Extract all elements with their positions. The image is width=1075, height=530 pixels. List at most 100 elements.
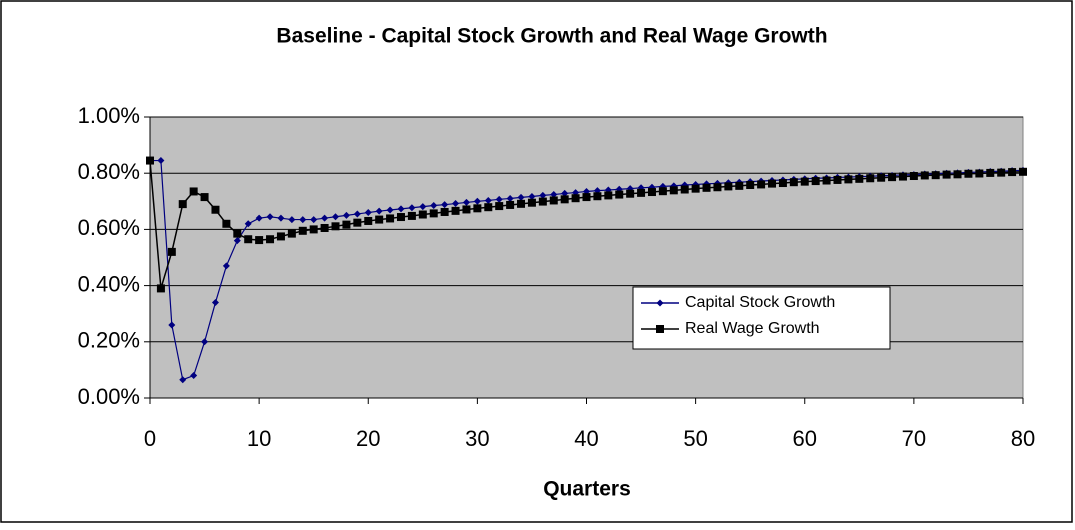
data-point [386, 206, 394, 214]
data-point [484, 196, 492, 204]
data-point [506, 194, 514, 202]
data-point [811, 177, 820, 186]
data-point [353, 210, 361, 218]
data-point [189, 187, 198, 196]
data-point [287, 229, 296, 238]
data-point [353, 218, 362, 227]
data-point [244, 220, 252, 228]
data-point [407, 211, 416, 220]
x-tick-label: 70 [902, 426, 926, 451]
data-point [713, 183, 722, 192]
data-point [898, 172, 907, 181]
data-point [222, 219, 231, 228]
data-point [626, 189, 635, 198]
legend-label: Capital Stock Growth [685, 294, 835, 311]
data-point [582, 193, 591, 202]
data-point [484, 203, 493, 212]
data-point [495, 195, 503, 203]
data-point [331, 222, 340, 231]
data-point [375, 215, 384, 224]
data-point [201, 338, 209, 346]
data-point [288, 216, 296, 224]
data-point [342, 220, 351, 229]
data-point [495, 202, 504, 211]
data-point [680, 185, 689, 194]
x-tick-label: 20 [356, 426, 380, 451]
data-point [440, 207, 449, 216]
data-point [517, 193, 525, 201]
data-point [200, 193, 209, 202]
data-point [768, 179, 777, 188]
data-point [386, 214, 395, 223]
data-point [953, 170, 962, 179]
data-point [822, 176, 831, 185]
data-point [211, 298, 219, 306]
data-point [550, 191, 558, 199]
data-point [462, 205, 471, 214]
data-point [396, 213, 405, 222]
data-point [528, 193, 536, 201]
data-point [255, 236, 264, 245]
data-point [276, 232, 285, 241]
data-point [757, 180, 766, 189]
data-point [866, 174, 875, 183]
data-point [298, 226, 307, 235]
data-point [179, 376, 187, 384]
data-point [593, 192, 602, 201]
data-point [833, 175, 842, 184]
y-tick-label: 1.00% [78, 103, 140, 128]
x-tick-label: 80 [1011, 426, 1035, 451]
data-point [167, 247, 176, 256]
data-point [157, 157, 165, 165]
data-point [277, 214, 285, 222]
data-point [222, 262, 230, 270]
data-point [931, 171, 940, 180]
data-point [920, 171, 929, 180]
data-point [571, 194, 580, 203]
data-point [233, 229, 242, 238]
data-point [244, 235, 253, 244]
data-point [997, 168, 1006, 177]
data-point [702, 183, 711, 192]
data-point [778, 179, 787, 188]
data-point [506, 200, 515, 209]
data-point [549, 196, 558, 205]
data-point [364, 209, 372, 217]
data-point [430, 202, 438, 210]
y-tick-label: 0.40% [78, 271, 140, 296]
data-point [1008, 168, 1017, 177]
data-point [156, 284, 165, 293]
data-point [724, 182, 733, 191]
data-point [332, 213, 340, 221]
x-axis-title: Quarters [543, 478, 631, 501]
data-point [888, 173, 897, 182]
data-point [691, 184, 700, 193]
data-point [429, 209, 438, 218]
data-point [964, 169, 973, 178]
data-point [637, 188, 646, 197]
data-point [527, 198, 536, 207]
x-tick-label: 30 [465, 426, 489, 451]
data-point [146, 156, 154, 165]
data-point [538, 197, 547, 206]
data-point [669, 186, 678, 195]
y-tick-label: 0.60% [78, 215, 140, 240]
data-point [178, 200, 187, 209]
data-point [321, 214, 329, 222]
x-tick-label: 60 [793, 426, 817, 451]
chart-title: Baseline - Capital Stock Growth and Real… [276, 25, 827, 48]
data-point [1019, 167, 1027, 176]
x-tick-label: 0 [144, 426, 156, 451]
data-point [462, 198, 470, 206]
y-tick-label: 0.20% [78, 328, 140, 353]
data-point [517, 199, 526, 208]
data-point [647, 188, 656, 197]
data-point [473, 197, 481, 205]
data-point [364, 216, 373, 225]
data-point [909, 172, 918, 181]
data-point [255, 214, 263, 222]
data-point [266, 213, 274, 221]
data-point [375, 207, 383, 215]
data-point [418, 210, 427, 219]
